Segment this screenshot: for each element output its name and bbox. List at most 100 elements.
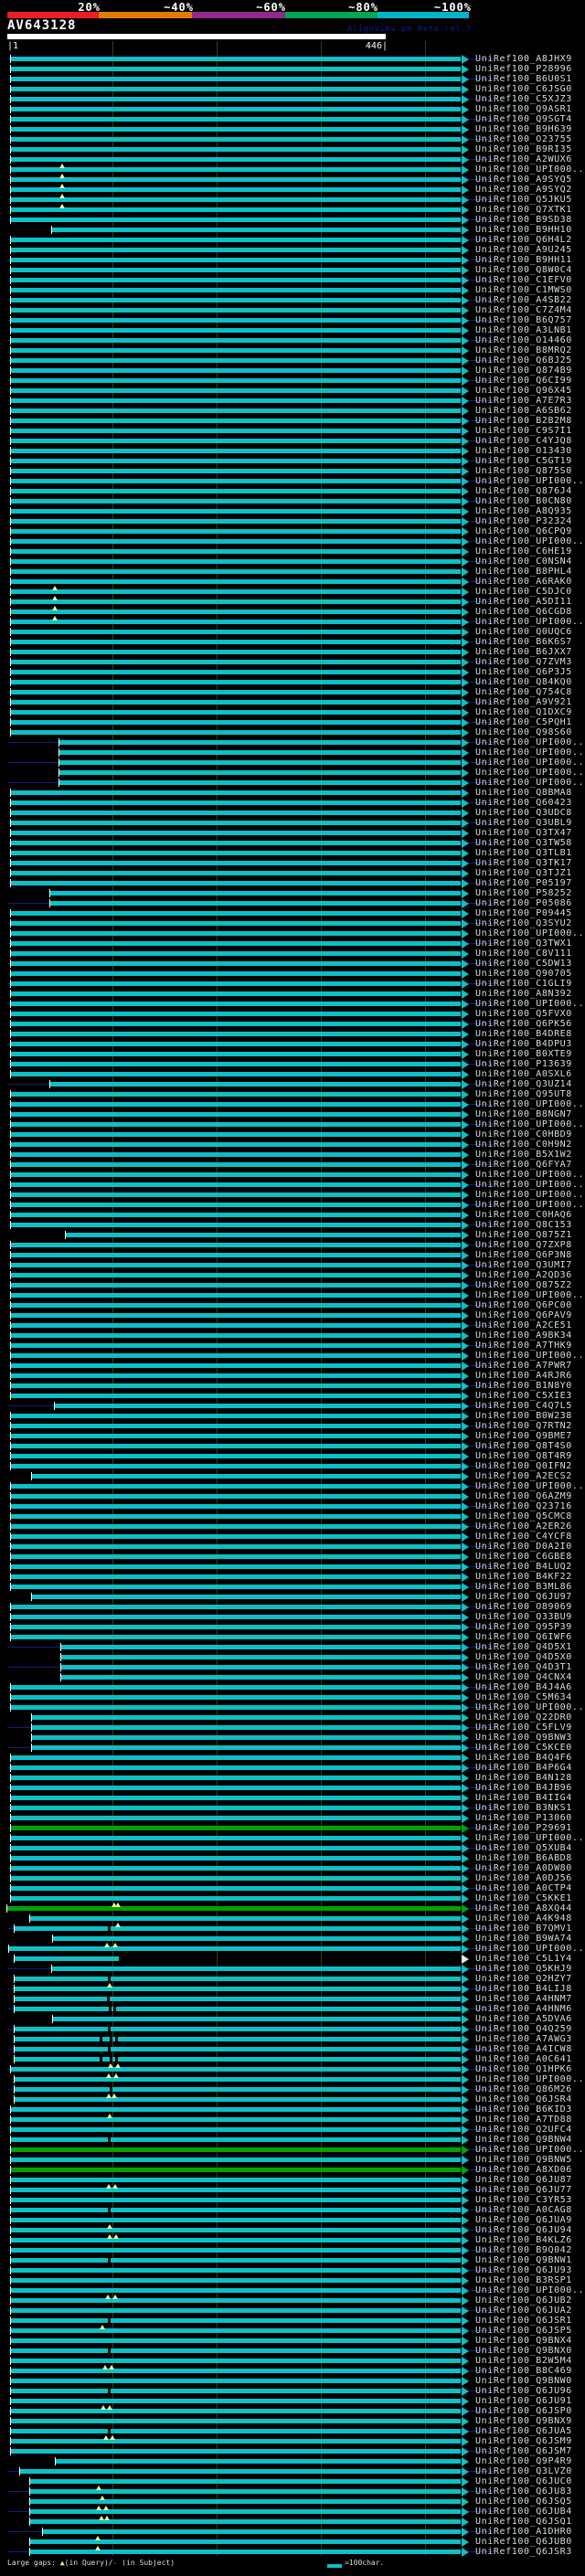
hit-label[interactable]: UniRef100_Q3TJZ1: [475, 868, 572, 878]
hit-label[interactable]: UniRef100_Q0UQC6: [475, 627, 572, 637]
hit-bar[interactable]: [11, 2137, 461, 2142]
hit-bar[interactable]: [53, 1936, 461, 1941]
hit-bar[interactable]: [11, 1333, 461, 1338]
hit-label[interactable]: UniRef100_Q6JU83: [475, 2486, 572, 2496]
hit-label[interactable]: UniRef100_C1MWS0: [475, 285, 572, 295]
hit-bar[interactable]: [11, 1383, 461, 1388]
hit-label[interactable]: UniRef100_C1GLI9: [475, 979, 572, 989]
hit-label[interactable]: UniRef100_Q3UDC8: [475, 808, 572, 818]
hit-bar[interactable]: [11, 1032, 461, 1036]
hit-label[interactable]: UniRef100_C6GBE8: [475, 1552, 572, 1562]
hit-bar[interactable]: [11, 197, 461, 202]
hit-bar[interactable]: [11, 931, 461, 936]
hit-bar[interactable]: [11, 87, 461, 91]
hit-label[interactable]: UniRef100_B9HH11: [475, 255, 572, 265]
hit-label[interactable]: UniRef100_A5DVA6: [475, 2014, 572, 2024]
hit-label[interactable]: UniRef100_UPI000..: [475, 617, 585, 627]
hit-bar[interactable]: [30, 2499, 461, 2504]
hit-label[interactable]: UniRef100_UPI000..: [475, 536, 585, 546]
hit-bar[interactable]: [11, 1414, 461, 1418]
hit-label[interactable]: UniRef100_B9HH10: [475, 225, 572, 235]
hit-label[interactable]: UniRef100_Q1HPK6: [475, 2064, 572, 2074]
hit-bar[interactable]: [53, 2017, 461, 2021]
hit-label[interactable]: UniRef100_Q3TW58: [475, 838, 572, 848]
hit-bar[interactable]: [11, 1816, 461, 1820]
hit-label[interactable]: UniRef100_A4K948: [475, 1913, 572, 1924]
hit-label[interactable]: UniRef100_Q874B9: [475, 366, 572, 376]
hit-bar[interactable]: [11, 1323, 461, 1328]
hit-label[interactable]: UniRef100_Q4CNX4: [475, 1672, 572, 1682]
hit-label[interactable]: UniRef100_C6JSG0: [475, 84, 572, 94]
hit-bar[interactable]: [11, 1524, 461, 1529]
hit-bar[interactable]: [11, 1755, 461, 1760]
hit-label[interactable]: UniRef100_A2WUX6: [475, 154, 572, 164]
hit-bar[interactable]: [11, 2389, 461, 2393]
hit-label[interactable]: UniRef100_B4KF22: [475, 1572, 572, 1582]
hit-label[interactable]: UniRef100_C5XIE3: [475, 1391, 572, 1401]
hit-bar[interactable]: [11, 2288, 461, 2293]
hit-label[interactable]: UniRef100_Q9BNW3: [475, 1733, 572, 1743]
hit-bar[interactable]: [11, 1585, 461, 1589]
hit-bar[interactable]: [11, 419, 461, 423]
hit-bar[interactable]: [11, 2117, 461, 2122]
hit-bar[interactable]: [30, 2539, 461, 2544]
hit-label[interactable]: UniRef100_B8NGN7: [475, 1109, 572, 1119]
hit-label[interactable]: UniRef100_Q9ASR1: [475, 104, 572, 114]
hit-label[interactable]: UniRef100_A4HNM7: [475, 1994, 572, 2004]
hit-bar[interactable]: [11, 1444, 461, 1448]
hit-bar[interactable]: [11, 730, 461, 735]
hit-label[interactable]: UniRef100_UPI000..: [475, 2074, 585, 2084]
hit-label[interactable]: UniRef100_A6RAK0: [475, 577, 572, 587]
hit-label[interactable]: UniRef100_A4HNM6: [475, 2004, 572, 2014]
hit-bar[interactable]: [15, 2087, 461, 2092]
hit-label[interactable]: UniRef100_Q6BJ25: [475, 355, 572, 366]
hit-bar[interactable]: [59, 770, 461, 775]
hit-label[interactable]: UniRef100_B6ABD8: [475, 1853, 572, 1863]
hit-bar[interactable]: [52, 228, 461, 232]
hit-bar[interactable]: [11, 439, 461, 443]
hit-bar[interactable]: [11, 831, 461, 835]
hit-label[interactable]: UniRef100_Q6IWF6: [475, 1632, 572, 1642]
hit-label[interactable]: UniRef100_Q3UBL9: [475, 818, 572, 828]
hit-bar[interactable]: [11, 821, 461, 825]
hit-label[interactable]: UniRef100_Q6P3J5: [475, 667, 572, 677]
hit-label[interactable]: UniRef100_Q7RTN2: [475, 1421, 572, 1431]
hit-bar[interactable]: [11, 640, 461, 644]
hit-label[interactable]: UniRef100_B4IIG4: [475, 1793, 572, 1803]
hit-label[interactable]: UniRef100_C0NSN4: [475, 557, 572, 567]
hit-bar[interactable]: [11, 338, 461, 343]
hit-label[interactable]: UniRef100_UPI000..: [475, 1290, 585, 1300]
hit-bar[interactable]: [11, 2328, 461, 2333]
hit-bar[interactable]: [11, 1102, 461, 1107]
hit-label[interactable]: UniRef100_Q754C8: [475, 687, 572, 697]
hit-label[interactable]: UniRef100_Q4Q259: [475, 2024, 572, 2034]
hit-label[interactable]: UniRef100_Q7ZVM3: [475, 657, 572, 667]
hit-label[interactable]: UniRef100_A7PWR7: [475, 1361, 572, 1371]
hit-label[interactable]: UniRef100_P09445: [475, 908, 572, 918]
hit-label[interactable]: UniRef100_Q6JSR3: [475, 2547, 572, 2557]
hit-label[interactable]: UniRef100_UPI000..: [475, 768, 585, 778]
hit-label[interactable]: UniRef100_C4Q7L5: [475, 1401, 572, 1411]
hit-label[interactable]: UniRef100_Q33BU9: [475, 1612, 572, 1622]
hit-label[interactable]: UniRef100_C5PQH1: [475, 717, 572, 727]
hit-label[interactable]: UniRef100_Q5CMC8: [475, 1511, 572, 1521]
hit-bar[interactable]: [11, 177, 461, 182]
hit-bar[interactable]: [11, 137, 461, 142]
hit-label[interactable]: UniRef100_UPI000..: [475, 1200, 585, 1210]
hit-label[interactable]: UniRef100_A0DJ56: [475, 1873, 572, 1883]
hit-bar[interactable]: [11, 469, 461, 473]
hit-label[interactable]: UniRef100_B2W5M4: [475, 2356, 572, 2366]
hit-label[interactable]: UniRef100_B6K6S7: [475, 637, 572, 647]
hit-label[interactable]: UniRef100_A0SXL6: [475, 1069, 572, 1079]
hit-bar[interactable]: [11, 1162, 461, 1167]
hit-bar[interactable]: [11, 1434, 461, 1438]
hit-label[interactable]: UniRef100_C0HAQ6: [475, 1210, 572, 1220]
hit-bar[interactable]: [11, 1193, 461, 1197]
hit-label[interactable]: UniRef100_B4Q4F6: [475, 1753, 572, 1763]
hit-bar[interactable]: [11, 77, 461, 81]
hit-bar[interactable]: [11, 1504, 461, 1509]
hit-label[interactable]: UniRef100_UPI000..: [475, 1702, 585, 1712]
hit-bar[interactable]: [11, 2178, 461, 2182]
hit-bar[interactable]: [11, 519, 461, 524]
hit-bar[interactable]: [11, 358, 461, 363]
